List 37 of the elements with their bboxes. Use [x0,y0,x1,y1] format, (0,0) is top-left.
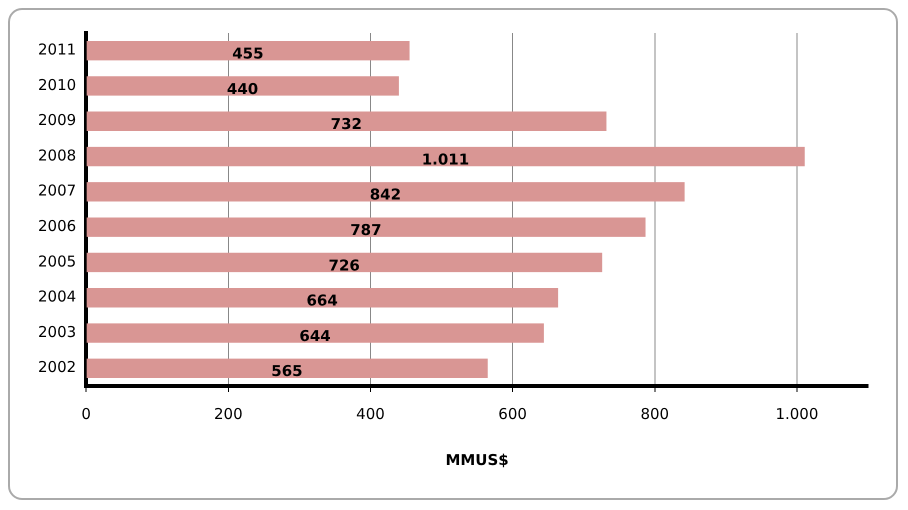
x-tick-label: 400 [356,404,385,423]
bar [86,112,606,131]
bar [86,358,488,378]
x-tick-label: 1.000 [775,404,818,423]
y-tick-label: 2002 [38,358,76,376]
y-tick-label: 2006 [38,217,76,236]
bar [86,146,805,166]
data-label: 1.011 [422,150,470,168]
x-axis-title: MMUS$ [445,450,509,469]
data-label: 455 [232,44,264,63]
y-tick-label: 2008 [38,146,76,164]
data-label: 842 [370,186,402,204]
data-label: 726 [328,256,360,274]
bar [86,40,410,60]
y-tick-label: 2004 [38,288,76,306]
bar [86,252,602,272]
bar [86,182,685,202]
y-tick-label: 2007 [38,182,76,200]
data-label: 664 [306,292,338,310]
data-label: 440 [226,80,258,98]
data-label: 565 [271,362,303,380]
x-tick-label: 800 [640,404,670,423]
y-tick-label: 2005 [38,252,76,270]
bar [86,217,646,237]
y-tick-label: 2003 [38,322,76,341]
x-tick-label: 0 [81,404,91,423]
data-label: 732 [330,115,362,134]
bar [86,288,558,308]
y-tick-label: 2009 [38,111,76,130]
data-label: 787 [350,221,382,240]
bar [86,76,399,96]
data-label: 644 [299,326,331,345]
bar [86,323,544,343]
y-tick-label: 2010 [38,76,76,94]
y-tick-label: 2011 [38,40,76,59]
x-tick-label: 200 [214,404,243,423]
x-tick-label: 600 [498,404,527,423]
